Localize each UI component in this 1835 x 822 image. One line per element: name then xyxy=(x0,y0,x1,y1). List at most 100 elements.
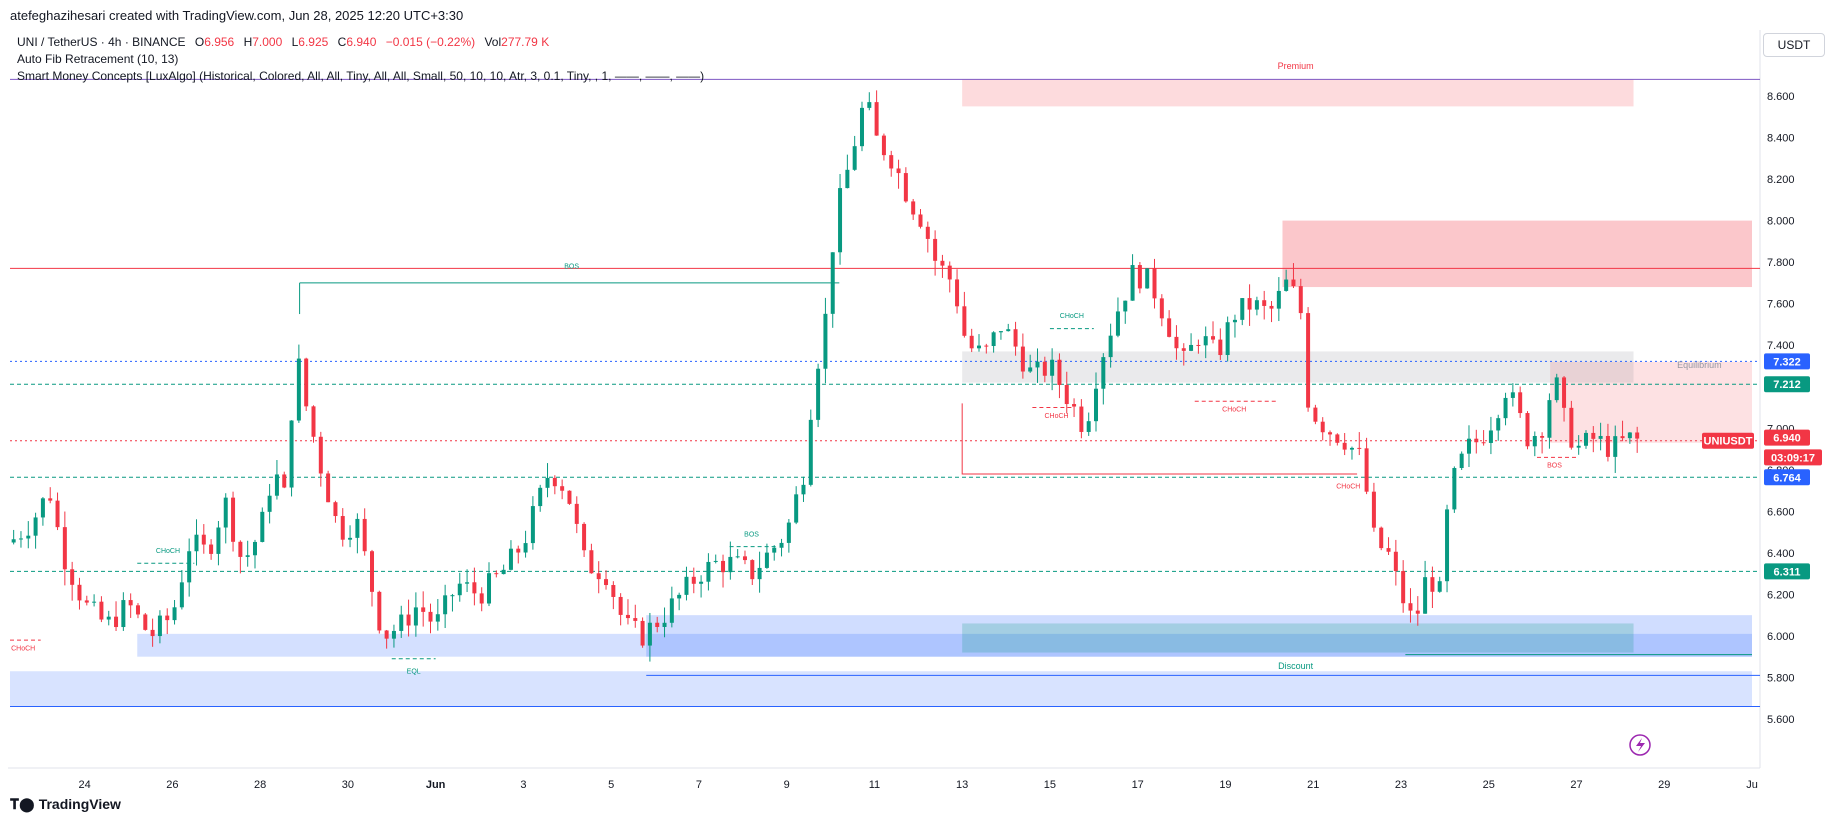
indicator-smc[interactable]: Smart Money Concepts [LuxAlgo] (Historic… xyxy=(17,69,705,83)
candle-body xyxy=(1401,571,1406,604)
candle xyxy=(92,594,97,607)
candle xyxy=(1189,333,1194,352)
candle-body xyxy=(1181,348,1186,351)
candle xyxy=(1181,343,1186,366)
candle-body xyxy=(1620,436,1625,439)
candle xyxy=(852,135,857,171)
close-value: 6.940 xyxy=(346,35,377,49)
candle xyxy=(750,559,755,585)
x-tick-label: 19 xyxy=(1219,779,1231,791)
candle-body xyxy=(1562,377,1567,408)
candle-body xyxy=(77,584,82,601)
candle-body xyxy=(823,313,828,369)
candle-body xyxy=(296,358,301,421)
y-tick-label: 6.400 xyxy=(1767,548,1795,560)
candle xyxy=(867,92,872,111)
price-label: 7.322 xyxy=(1773,356,1801,368)
candle-body xyxy=(1474,438,1479,443)
candle-body xyxy=(1591,432,1596,439)
indicator-fib[interactable]: Auto Fib Retracement (10, 13) xyxy=(17,52,179,66)
candle xyxy=(830,252,835,328)
candle-body xyxy=(1605,435,1610,457)
candle-body xyxy=(1313,407,1318,422)
candle xyxy=(274,460,279,500)
candle xyxy=(1115,297,1120,338)
candle-body xyxy=(1211,336,1216,340)
candle-body xyxy=(348,537,353,540)
x-tick-label: 9 xyxy=(784,779,790,791)
candle-body xyxy=(384,630,389,639)
candle-body xyxy=(1627,432,1632,439)
candle xyxy=(764,543,769,569)
candle xyxy=(1035,348,1040,383)
candle xyxy=(1276,277,1281,322)
tradingview-logo[interactable]: 𝐓⬤ TradingView xyxy=(10,796,121,813)
annotation-choch: CHoCH xyxy=(1336,483,1360,490)
candle xyxy=(808,409,813,487)
candle xyxy=(209,539,214,560)
candle-body xyxy=(1547,400,1552,438)
discount-zone xyxy=(962,623,1634,653)
y-tick-label: 7.400 xyxy=(1767,340,1795,352)
candle xyxy=(640,617,645,648)
candle-body xyxy=(99,601,104,620)
candle xyxy=(479,587,484,612)
candle-body xyxy=(1371,491,1376,528)
candle-body xyxy=(801,484,806,495)
candle-body xyxy=(1203,336,1208,346)
candle xyxy=(1284,269,1289,292)
candle xyxy=(106,610,111,626)
candle xyxy=(1013,321,1018,356)
quote-currency-button[interactable]: USDT xyxy=(1763,33,1825,57)
candle xyxy=(1042,356,1047,383)
candle xyxy=(1481,430,1486,446)
candle-body xyxy=(903,173,908,202)
candle xyxy=(530,496,535,550)
candle-body xyxy=(567,490,572,504)
candle xyxy=(1562,376,1567,422)
candle-body xyxy=(1408,603,1413,611)
candle xyxy=(443,584,448,629)
candle-body xyxy=(976,345,981,349)
candle-body xyxy=(1569,407,1574,448)
candle xyxy=(1196,339,1201,354)
candle xyxy=(494,570,499,578)
candle xyxy=(487,562,492,607)
candle-body xyxy=(699,581,704,584)
candle-body xyxy=(391,630,396,639)
candle-body xyxy=(874,102,879,136)
candle-body xyxy=(1094,388,1099,422)
candle xyxy=(1466,425,1471,467)
candle xyxy=(406,599,411,637)
candle-body xyxy=(1284,279,1289,291)
candle-body xyxy=(808,419,813,485)
price-label-bg xyxy=(1764,353,1810,370)
candle xyxy=(1211,321,1216,344)
candle-body xyxy=(252,541,257,556)
annotation-choch: CHoCH xyxy=(1060,313,1084,320)
candle-body xyxy=(1415,610,1420,614)
candle xyxy=(772,545,777,561)
candle xyxy=(947,261,952,293)
candle-body xyxy=(516,548,521,553)
supply-zone xyxy=(1282,220,1752,288)
alert-icon[interactable] xyxy=(1629,734,1651,756)
candle-body xyxy=(940,260,945,266)
candle xyxy=(370,549,375,607)
candle xyxy=(1167,310,1172,338)
candle-body xyxy=(1583,432,1588,446)
candle-body xyxy=(969,335,974,349)
candle xyxy=(838,173,843,265)
candle xyxy=(1386,537,1391,555)
candle-body xyxy=(421,607,426,612)
candle xyxy=(1452,466,1457,513)
candle-body xyxy=(231,497,236,542)
symbol-legend-row[interactable]: UNI / TetherUS · 4h · BINANCE O6.956 H7.… xyxy=(17,34,704,51)
candle xyxy=(1152,258,1157,309)
candle xyxy=(377,590,382,634)
symbol-label[interactable]: UNI / TetherUS · 4h · BINANCE xyxy=(17,35,186,49)
x-tick-label: 11 xyxy=(869,779,880,791)
annotation-eql: EQL xyxy=(407,668,421,675)
x-tick-label: 28 xyxy=(254,779,266,791)
